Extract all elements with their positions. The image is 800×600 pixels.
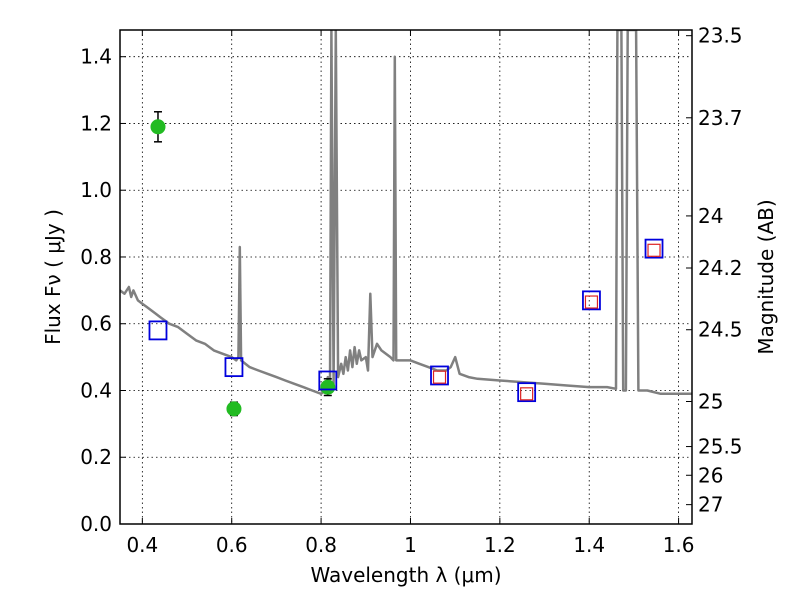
right-tick-label: 27 (698, 493, 723, 517)
x-tick-label: 1.4 (573, 533, 605, 557)
alt-photometry-square (647, 243, 661, 257)
x-tick-label: 0.8 (305, 533, 337, 557)
data-layer (120, 30, 692, 417)
observed-point (150, 119, 166, 135)
right-tick-label: 23.7 (698, 106, 743, 130)
model-photometry-square (644, 238, 664, 259)
model-spectrum-line (120, 30, 692, 396)
right-tick-label: 24.2 (698, 256, 743, 280)
y-tick-label: 0.6 (80, 312, 112, 336)
right-tick-label: 25 (698, 390, 723, 414)
alt-photometry-square (432, 370, 447, 384)
x-tick-label: 0.6 (216, 533, 248, 557)
y-tick-label: 1.4 (80, 45, 112, 69)
right-axis-label: Magnitude (AB) (754, 199, 778, 354)
y-tick-label: 0.4 (80, 378, 112, 402)
alt-photometry-square (584, 295, 599, 309)
y-tick-label: 1.2 (80, 111, 112, 135)
grid (120, 30, 692, 525)
y-tick-label: 0.0 (80, 512, 112, 536)
right-tick-label: 26 (698, 463, 723, 487)
y-tick-label: 0.2 (80, 445, 112, 469)
x-tick-label: 1.2 (484, 533, 516, 557)
observed-point (226, 401, 242, 417)
y-axis-label: Flux Fν ( μJy ) (41, 209, 65, 345)
y-tick-label: 0.8 (80, 245, 112, 269)
right-tick-label: 23.5 (698, 24, 743, 48)
model-photometry-square (224, 357, 244, 378)
model-photometry-square (582, 290, 601, 311)
model-photometry-square (148, 320, 168, 341)
x-tick-label: 1.6 (663, 533, 695, 557)
right-tick-label: 25.5 (698, 435, 743, 459)
x-axis-label: Wavelength λ (μm) (310, 563, 501, 587)
observed-point (320, 379, 336, 395)
model-photometry-square (430, 365, 449, 386)
right-tick-label: 24 (698, 204, 723, 228)
model-photometry-square (318, 370, 338, 391)
y-tick-label: 1.0 (80, 178, 112, 202)
x-tick-label: 1 (404, 533, 417, 557)
model-photometry-square (517, 382, 537, 403)
alt-photometry-square (520, 387, 534, 401)
plot-frame (119, 29, 693, 525)
ticks: 0.4 0.6 0.8 1 1.2 1.4 1.6 0.0 0.2 0.4 0.6 0.8 1.0 1.2… (80, 24, 742, 557)
right-tick-label: 24.5 (698, 318, 743, 342)
x-tick-label: 0.4 (126, 533, 158, 557)
